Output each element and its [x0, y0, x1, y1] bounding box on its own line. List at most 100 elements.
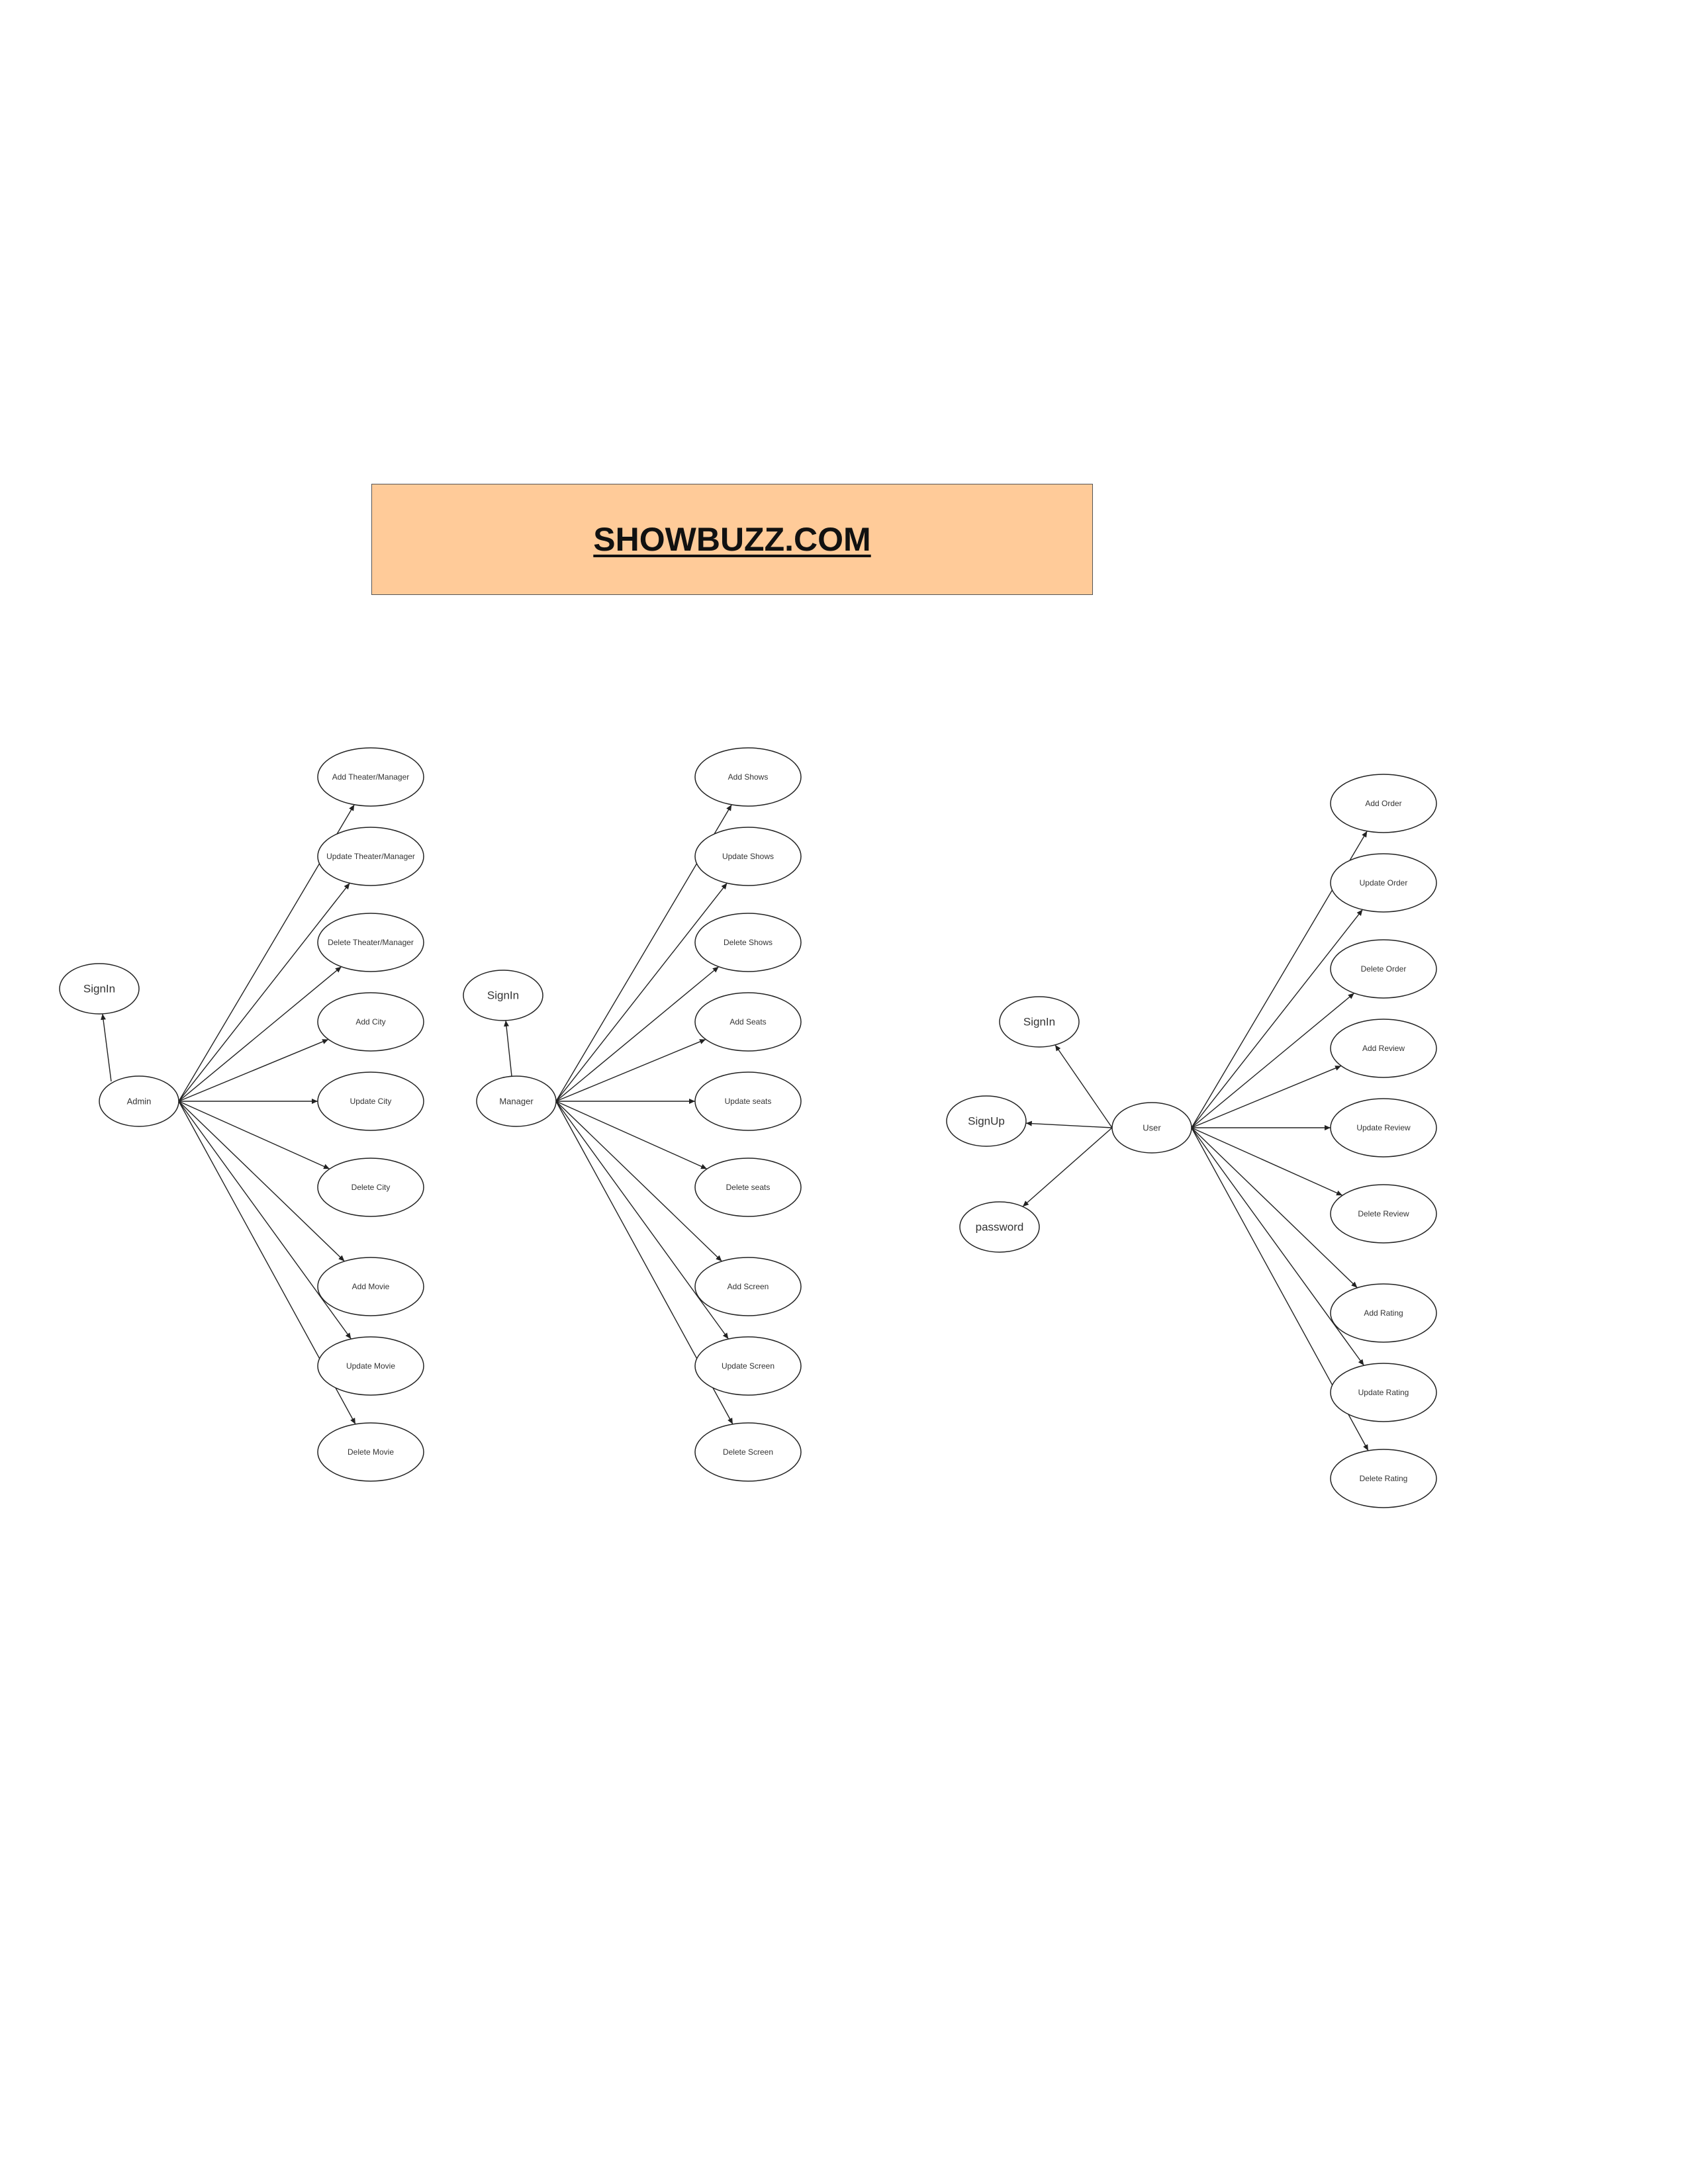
use-case-delete-movie: Delete Movie	[317, 1422, 424, 1482]
use-case-update-order-shape	[1330, 853, 1437, 913]
admin-to-delete-theater-manager-arrow	[178, 966, 342, 1102]
use-case-delete-order-shape	[1330, 939, 1437, 999]
use-case-delete-order: Delete Order	[1330, 939, 1437, 999]
use-case-delete-seats: Delete seats	[694, 1158, 802, 1217]
actor-admin-shape	[99, 1075, 179, 1127]
use-case-delete-screen: Delete Screen	[694, 1422, 802, 1482]
user-signin-node: SignIn	[999, 996, 1080, 1048]
use-case-update-shows-label: Update Shows	[722, 852, 774, 861]
user-password-node-label: password	[976, 1221, 1024, 1234]
use-case-update-seats-shape	[694, 1071, 802, 1131]
use-case-add-rating-label: Add Rating	[1364, 1308, 1403, 1318]
user-to-signin-arrow	[1055, 1044, 1113, 1128]
use-case-add-theater-manager-shape	[317, 747, 424, 807]
use-case-add-rating: Add Rating	[1330, 1283, 1437, 1343]
use-case-add-seats-shape	[694, 992, 802, 1052]
user-password-node: password	[959, 1201, 1040, 1253]
actor-manager-shape	[476, 1075, 557, 1127]
use-case-delete-rating-shape	[1330, 1449, 1437, 1508]
use-case-update-rating-label: Update Rating	[1358, 1388, 1409, 1397]
user-signin-node-label: SignIn	[1023, 1016, 1055, 1028]
user-to-add-review-arrow	[1191, 1065, 1342, 1128]
use-case-delete-shows-label: Delete Shows	[724, 938, 773, 947]
manager-to-signin-arrow	[504, 1020, 512, 1077]
use-case-add-theater-manager-label: Add Theater/Manager	[332, 772, 410, 782]
use-case-delete-movie-shape	[317, 1422, 424, 1482]
use-case-add-review: Add Review	[1330, 1019, 1437, 1078]
use-case-add-review-shape	[1330, 1019, 1437, 1078]
use-case-add-screen-shape	[694, 1257, 802, 1316]
use-case-delete-city: Delete City	[317, 1158, 424, 1217]
use-case-add-order-label: Add Order	[1365, 799, 1401, 808]
use-case-update-seats: Update seats	[694, 1071, 802, 1131]
use-case-update-theater-manager-label: Update Theater/Manager	[326, 852, 415, 861]
admin-to-update-movie-arrow	[178, 1101, 352, 1340]
manager-to-delete-shows-arrow	[555, 966, 720, 1102]
use-case-update-rating: Update Rating	[1330, 1363, 1437, 1422]
use-case-add-review-label: Add Review	[1362, 1044, 1405, 1053]
use-case-delete-screen-label: Delete Screen	[723, 1447, 773, 1457]
use-case-add-seats-label: Add Seats	[729, 1017, 766, 1026]
use-case-delete-review: Delete Review	[1330, 1184, 1437, 1244]
use-case-update-screen: Update Screen	[694, 1336, 802, 1396]
use-case-delete-shows: Delete Shows	[694, 913, 802, 972]
use-case-delete-theater-manager: Delete Theater/Manager	[317, 913, 424, 972]
actor-user-label: User	[1143, 1123, 1161, 1133]
user-signup-node: SignUp	[946, 1095, 1027, 1147]
use-case-delete-review-label: Delete Review	[1358, 1209, 1409, 1218]
user-to-add-rating-arrow	[1191, 1127, 1358, 1289]
manager-signin-node: SignIn	[463, 970, 543, 1021]
use-case-update-screen-shape	[694, 1336, 802, 1396]
manager-signin-node-label: SignIn	[487, 989, 519, 1002]
use-case-add-city-label: Add City	[355, 1017, 385, 1026]
use-case-add-shows-label: Add Shows	[728, 772, 769, 782]
actor-manager: Manager	[476, 1075, 557, 1127]
user-signup-node-label: SignUp	[968, 1115, 1005, 1128]
use-case-delete-rating: Delete Rating	[1330, 1449, 1437, 1508]
user-to-delete-order-arrow	[1191, 993, 1355, 1128]
use-case-delete-seats-label: Delete seats	[726, 1183, 771, 1192]
use-case-add-movie: Add Movie	[317, 1257, 424, 1316]
use-case-add-movie-shape	[317, 1257, 424, 1316]
use-case-update-movie-label: Update Movie	[346, 1361, 395, 1371]
use-case-update-review-shape	[1330, 1098, 1437, 1158]
manager-to-delete-seats-arrow	[555, 1101, 708, 1169]
use-case-update-order: Update Order	[1330, 853, 1437, 913]
use-case-delete-review-shape	[1330, 1184, 1437, 1244]
admin-to-add-city-arrow	[178, 1038, 329, 1102]
use-case-add-theater-manager: Add Theater/Manager	[317, 747, 424, 807]
admin-to-delete-city-arrow	[178, 1101, 330, 1169]
use-case-update-order-label: Update Order	[1360, 878, 1408, 887]
use-case-add-shows-shape	[694, 747, 802, 807]
admin-to-update-theater-manager-arrow	[178, 882, 350, 1102]
actor-user-shape	[1111, 1102, 1192, 1154]
site-title: SHOWBUZZ.COM	[593, 521, 871, 558]
manager-to-update-shows-arrow	[555, 882, 727, 1102]
admin-signin-node: SignIn	[59, 963, 140, 1015]
manager-to-add-seats-arrow	[555, 1038, 706, 1102]
use-case-add-seats: Add Seats	[694, 992, 802, 1052]
user-to-delete-review-arrow	[1191, 1127, 1343, 1196]
use-case-update-city: Update City	[317, 1071, 424, 1131]
use-case-update-shows: Update Shows	[694, 827, 802, 886]
use-case-delete-city-label: Delete City	[352, 1183, 391, 1192]
use-case-delete-order-label: Delete Order	[1361, 964, 1407, 974]
use-case-add-city: Add City	[317, 992, 424, 1052]
manager-signin-node-shape	[463, 970, 543, 1021]
use-case-delete-rating-label: Delete Rating	[1360, 1474, 1408, 1483]
user-to-update-order-arrow	[1191, 909, 1363, 1128]
use-case-delete-city-shape	[317, 1158, 424, 1217]
use-case-update-screen-label: Update Screen	[722, 1361, 774, 1371]
use-case-update-city-label: Update City	[350, 1097, 392, 1106]
use-case-delete-theater-manager-shape	[317, 913, 424, 972]
use-case-update-shows-shape	[694, 827, 802, 886]
use-case-update-rating-shape	[1330, 1363, 1437, 1422]
use-case-add-city-shape	[317, 992, 424, 1052]
admin-to-signin-arrow	[101, 1013, 112, 1082]
use-case-delete-screen-shape	[694, 1422, 802, 1482]
manager-to-add-screen-arrow	[555, 1101, 722, 1262]
admin-to-add-movie-arrow	[178, 1101, 345, 1262]
use-case-add-screen: Add Screen	[694, 1257, 802, 1316]
use-case-add-shows: Add Shows	[694, 747, 802, 807]
